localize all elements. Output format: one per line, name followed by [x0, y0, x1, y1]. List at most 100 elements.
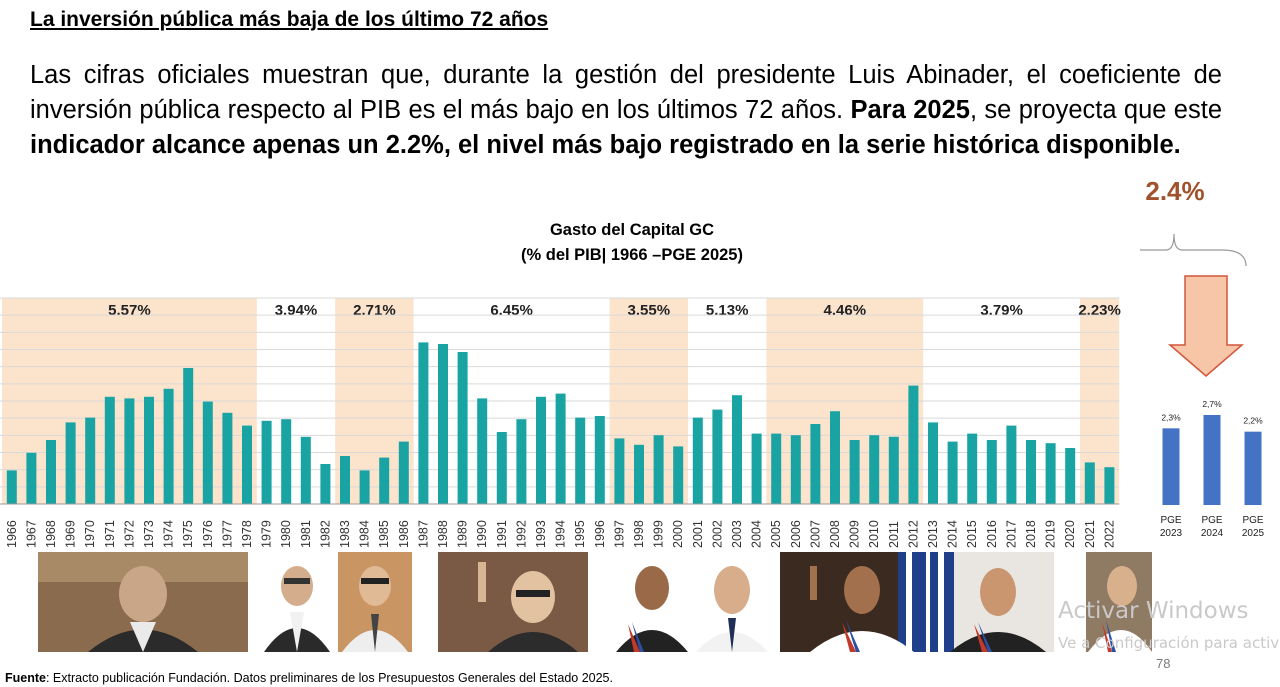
president-photo-2021-2022: [1086, 552, 1152, 652]
x-tick-label: 1983: [338, 520, 352, 548]
x-tick-label: 1992: [514, 520, 528, 548]
president-photo-2013-2020: [930, 552, 1054, 652]
x-tick-label: 1984: [358, 520, 372, 548]
bar-2005: [771, 433, 782, 504]
bar-2019: [1045, 443, 1056, 504]
bar-1994: [555, 393, 566, 504]
pge-tick-label: 2024: [1201, 528, 1224, 539]
x-tick-label: 1966: [5, 520, 19, 548]
summary-text-1: Las cifras oficiales muestran que, duran…: [30, 61, 1222, 124]
x-tick-label: 1969: [64, 520, 78, 548]
bar-1983: [340, 456, 350, 504]
bar-2014: [947, 441, 958, 504]
x-tick-label: 2014: [946, 520, 960, 548]
bar-1992: [516, 419, 527, 504]
x-tick-label: 2005: [769, 520, 783, 548]
x-tick-label: 1994: [554, 520, 568, 548]
x-tick-label: 1987: [416, 520, 430, 548]
x-tick-label: 2011: [887, 521, 901, 548]
pge-bar-chart: 2,3% PGE 2023 2,7% PGE 2024 2,2% PGE 2025: [1140, 233, 1265, 539]
chart-subtitle: (% del PIB| 1966 –PGE 2025): [521, 246, 743, 264]
x-tick-label: 1991: [495, 520, 509, 548]
x-tick-label: 2020: [1063, 520, 1077, 548]
callout-bracket: [1140, 233, 1247, 267]
bar-2017: [1006, 425, 1017, 504]
x-tick-label: 2018: [1024, 520, 1038, 548]
x-tick-label: 1967: [24, 520, 38, 548]
period-average-label: 3.79%: [980, 302, 1023, 319]
pge-tick-label: 2025: [1242, 528, 1265, 539]
bar-2013: [928, 422, 938, 504]
main-bar-chart: 5.57% 3.94% 2.71% 6.45% 3.55% 5.13% 4.46% 3.79%…: [0, 297, 1121, 548]
pge-bar-2: [1244, 431, 1262, 505]
callout-value: 2.4%: [1145, 176, 1205, 206]
x-tick-label: 1986: [397, 520, 411, 548]
bar-1970: [85, 417, 96, 504]
x-tick-label: 1988: [436, 520, 450, 548]
bar-1977: [222, 412, 233, 504]
x-tick-label: 1990: [475, 520, 489, 548]
bar-1989: [457, 352, 468, 504]
chart-title-block: Gasto del Capital GC (% del PIB| 1966 –P…: [432, 218, 832, 268]
x-tick-label: 2007: [808, 520, 822, 548]
period-average-label: 5.13%: [706, 302, 749, 319]
x-tick-label: 1973: [142, 520, 156, 548]
page-number: 78: [1156, 656, 1171, 671]
bar-1987: [418, 342, 429, 504]
x-tick-label: 2019: [1044, 520, 1058, 548]
chart-title: Gasto del Capital GC: [549, 221, 715, 239]
x-tick-label: 2009: [848, 520, 862, 548]
bar-1968: [46, 440, 56, 504]
bar-1996: [594, 416, 605, 504]
summary-bold-2: indicador alcance apenas un 2.2%, el niv…: [30, 131, 1181, 159]
pge-bar-1: [1203, 415, 1221, 505]
source-note: Fuente: Extracto publicación Fundación. …: [5, 671, 613, 685]
bar-2004: [751, 433, 762, 504]
bar-1988: [438, 344, 448, 504]
president-photo-1979-1982: [260, 552, 334, 652]
bar-1999: [653, 435, 664, 504]
x-tick-label: 1970: [83, 520, 97, 548]
bar-1967: [26, 452, 37, 504]
x-tick-label: 2015: [965, 520, 979, 548]
bar-1972: [124, 398, 135, 504]
x-tick-label: 2017: [1004, 520, 1018, 548]
x-tick-label: 2000: [671, 520, 685, 548]
bar-2002: [712, 409, 723, 504]
bar-1980: [281, 419, 292, 504]
x-tick-label: 1996: [593, 520, 607, 548]
bar-2007: [810, 424, 821, 504]
pge-tick-label: 2023: [1160, 528, 1183, 539]
bar-1978: [242, 425, 252, 504]
bar-1966: [6, 470, 17, 504]
bar-1976: [202, 401, 213, 504]
x-tick-label: 2010: [867, 520, 881, 548]
period-average-label: 4.46%: [824, 302, 867, 319]
bar-1981: [300, 436, 311, 504]
pge-data-label: 2,7%: [1202, 399, 1222, 409]
x-tick-label: 2016: [985, 520, 999, 548]
bar-1982: [320, 464, 331, 504]
x-tick-label: 1971: [103, 520, 117, 548]
x-tick-label: 1972: [122, 520, 136, 548]
bar-2001: [692, 417, 703, 504]
x-tick-label: 2006: [789, 520, 803, 548]
period-average-label: 2.71%: [353, 302, 396, 319]
source-text: : Extracto publicación Fundación. Datos …: [45, 671, 613, 685]
bar-2008: [830, 411, 840, 504]
x-tick-label: 2012: [906, 520, 920, 548]
bar-2009: [849, 440, 860, 504]
x-tick-label: 1985: [377, 520, 391, 548]
down-arrow-icon: [1167, 275, 1245, 377]
bar-1991: [496, 432, 507, 504]
president-photo-1983-1986: [338, 552, 412, 652]
period-average-label: 2.23%: [1078, 302, 1121, 319]
president-photo-2001-2004: [694, 552, 770, 652]
x-tick-label: 1999: [652, 520, 666, 548]
bar-2011: [888, 436, 899, 504]
bar-1986: [398, 441, 409, 504]
bar-1973: [144, 396, 154, 504]
x-tick-label: 1982: [318, 520, 332, 548]
source-label: Fuente: [5, 671, 46, 685]
summary-paragraph: Las cifras oficiales muestran que, duran…: [30, 58, 1222, 163]
